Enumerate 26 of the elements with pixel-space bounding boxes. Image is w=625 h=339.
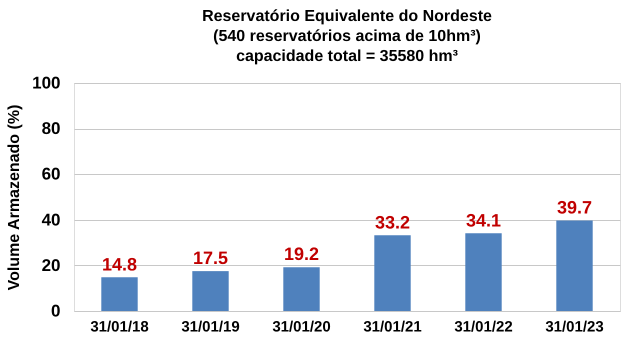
data-label: 14.8 (102, 254, 138, 274)
x-tick-label: 31/01/22 (454, 318, 513, 336)
data-label: 33.2 (374, 212, 410, 232)
bar (101, 277, 138, 311)
bar (374, 235, 411, 311)
y-tick-label: 0 (51, 302, 60, 320)
y-tick-label: 20 (42, 256, 60, 275)
bar (556, 220, 593, 311)
y-tick-label: 60 (42, 164, 60, 184)
y-axis-title: Volume Armazenado (%) (6, 104, 24, 290)
x-tick-label: 31/01/20 (272, 318, 331, 336)
data-label: 39.7 (556, 197, 592, 218)
bar (465, 233, 502, 311)
y-tick-label: 80 (42, 119, 60, 138)
x-tick-label: 31/01/21 (363, 318, 422, 336)
x-tick-label: 31/01/19 (181, 318, 240, 336)
bar (192, 271, 229, 311)
y-tick-label: 100 (32, 74, 60, 92)
chart-title: Reservatório Equivalente do Nordeste (540 reservatórios acima de 10hm³) capacidade total = 35580 hm³ (202, 8, 492, 65)
x-tick-label: 31/01/23 (545, 318, 604, 336)
data-label: 19.2 (284, 244, 320, 264)
data-label: 34.1 (466, 210, 502, 230)
bar (283, 267, 320, 311)
data-label: 17.5 (192, 248, 228, 268)
x-tick-label: 31/01/18 (90, 318, 149, 336)
y-tick-label: 40 (42, 210, 60, 230)
